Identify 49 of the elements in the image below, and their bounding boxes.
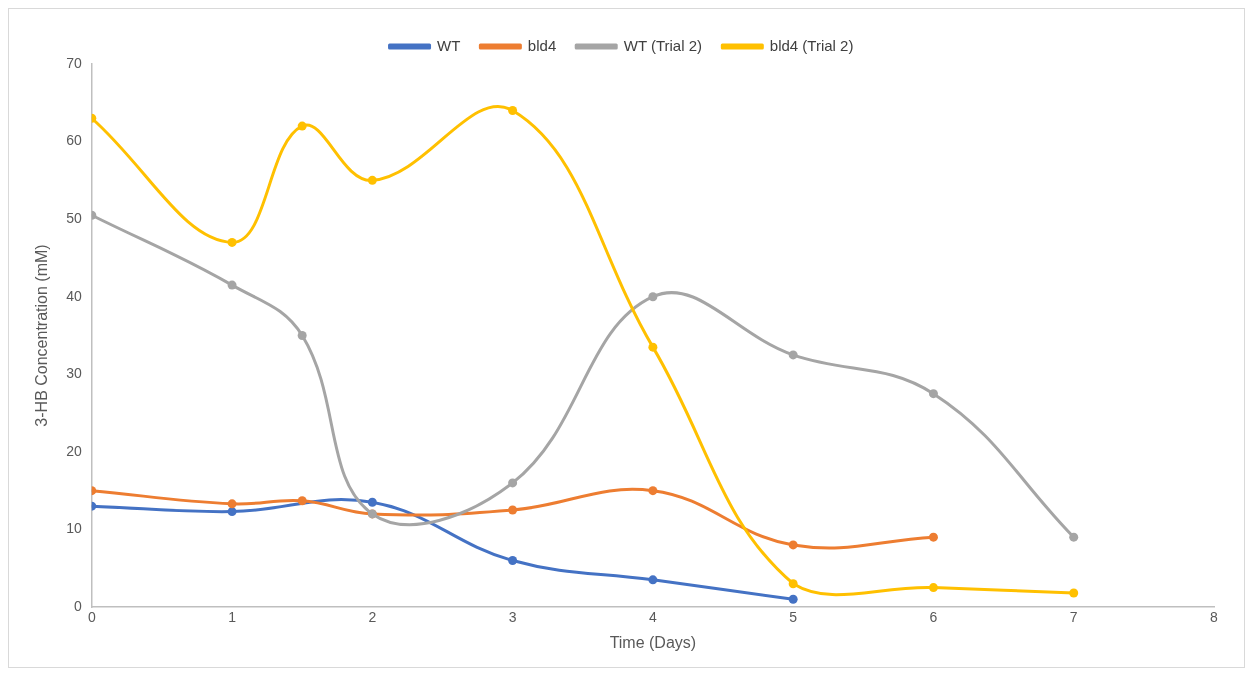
- legend-label: bld4 (Trial 2): [769, 36, 854, 54]
- point: [648, 575, 658, 585]
- x-tick-label: 6: [929, 609, 938, 626]
- point: [1069, 532, 1079, 542]
- point: [648, 342, 658, 352]
- point: [227, 280, 237, 290]
- point: [508, 478, 518, 488]
- y-tick-label: 20: [66, 442, 82, 459]
- y-tick-label: 30: [66, 365, 82, 382]
- point: [928, 583, 938, 593]
- point: [788, 579, 798, 589]
- point: [297, 331, 307, 340]
- y-tick-label: 10: [66, 520, 82, 537]
- y-tick-label: 0: [73, 597, 82, 614]
- y-tick-label: 50: [66, 210, 82, 226]
- point: [648, 292, 658, 302]
- legend-label: bld4: [527, 36, 557, 54]
- point: [508, 106, 518, 116]
- x-tick-label: 8: [1210, 609, 1219, 626]
- x-tick-label: 1: [228, 609, 237, 626]
- y-tick-label: 70: [66, 54, 82, 71]
- x-axis-title: Time (Days): [609, 633, 697, 651]
- point: [227, 237, 237, 247]
- x-tick-label: 0: [87, 609, 96, 626]
- x-tick-label: 7: [1069, 609, 1078, 626]
- x-tick-label: 2: [368, 609, 377, 626]
- y-tick-label: 40: [66, 287, 82, 304]
- point: [297, 496, 307, 506]
- point: [928, 532, 938, 542]
- point: [788, 350, 798, 360]
- point: [508, 555, 518, 565]
- point: [367, 497, 377, 507]
- point: [788, 540, 798, 550]
- point: [1069, 588, 1079, 598]
- x-tick-label: 3: [508, 609, 517, 626]
- x-tick-label: 4: [648, 609, 657, 626]
- point: [648, 486, 658, 496]
- point: [227, 507, 237, 517]
- legend-label: WT (Trial 2): [623, 36, 703, 54]
- x-tick-label: 5: [789, 609, 798, 626]
- point: [508, 505, 518, 515]
- point: [928, 389, 938, 399]
- point: [227, 499, 237, 509]
- point: [788, 594, 798, 604]
- legend-label: WT: [437, 36, 461, 54]
- y-axis-title: 3-HB Concentration (mM): [33, 244, 51, 427]
- point: [297, 121, 307, 131]
- y-tick-label: 60: [66, 132, 82, 149]
- point: [367, 175, 377, 185]
